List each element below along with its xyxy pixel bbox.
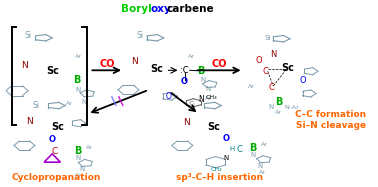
Text: Si: Si (188, 101, 195, 110)
Text: :C: :C (180, 66, 189, 75)
Text: C: C (268, 82, 274, 91)
Text: Si: Si (32, 101, 39, 110)
Text: Ar: Ar (86, 145, 93, 150)
Text: N: N (250, 152, 256, 158)
Text: C: C (51, 148, 57, 157)
Text: B: B (197, 66, 204, 76)
Text: N: N (26, 117, 33, 126)
Text: CO: CO (99, 59, 115, 69)
Text: CH₃: CH₃ (206, 95, 217, 100)
Text: Si: Si (25, 31, 32, 40)
Text: Si: Si (265, 35, 271, 41)
Text: O: O (181, 77, 187, 86)
Text: carbene: carbene (166, 4, 214, 14)
Text: B: B (74, 146, 82, 156)
Text: Sc: Sc (46, 66, 59, 76)
Text: N: N (198, 95, 204, 104)
Text: Sc: Sc (51, 122, 64, 132)
Text: /: / (108, 95, 120, 107)
Text: Ar: Ar (259, 170, 266, 175)
Text: O: O (300, 76, 306, 85)
Text: N: N (76, 87, 81, 93)
Text: B: B (73, 75, 80, 85)
Text: N: N (76, 154, 81, 160)
Text: Ar: Ar (65, 101, 73, 106)
Text: C: C (237, 145, 243, 154)
Text: Ar: Ar (75, 173, 82, 178)
Text: Boryl: Boryl (121, 4, 155, 14)
Text: B: B (275, 97, 282, 107)
Text: N: N (79, 166, 85, 172)
Text: CH₂: CH₂ (211, 167, 222, 172)
Text: N: N (200, 77, 205, 83)
Text: C: C (263, 67, 269, 76)
Text: Si–N cleavage: Si–N cleavage (296, 122, 366, 131)
Text: N: N (270, 50, 276, 59)
Text: N: N (269, 104, 274, 110)
Text: CO: CO (211, 59, 227, 69)
Text: N–Ar: N–Ar (285, 105, 299, 110)
Text: sp³-C–H insertion: sp³-C–H insertion (176, 174, 263, 183)
Text: N: N (183, 118, 190, 127)
Text: Ar: Ar (75, 54, 82, 59)
Text: C–C formation: C–C formation (295, 110, 366, 119)
Text: O: O (166, 92, 172, 101)
Text: B: B (249, 143, 257, 153)
Text: oxy: oxy (151, 4, 172, 14)
Text: N: N (206, 86, 211, 92)
Text: N: N (132, 57, 138, 66)
Text: Sc: Sc (208, 122, 220, 132)
Text: Ar: Ar (276, 111, 282, 116)
Text: Ar: Ar (248, 84, 254, 89)
Text: N: N (81, 99, 87, 105)
Text: O: O (49, 135, 56, 144)
Text: Sc: Sc (282, 62, 294, 73)
Text: N: N (258, 163, 263, 169)
Text: Ar: Ar (188, 54, 195, 59)
Text: /: / (115, 95, 127, 107)
Text: Ar: Ar (260, 142, 268, 147)
Text: Si: Si (136, 31, 143, 40)
Text: Ar: Ar (205, 96, 212, 101)
Text: H: H (230, 146, 235, 152)
Text: O: O (255, 56, 262, 65)
Text: N: N (223, 155, 229, 161)
Text: N: N (21, 61, 28, 70)
Text: Cyclopropanation: Cyclopropanation (11, 174, 101, 183)
Text: Sc: Sc (150, 64, 163, 74)
Text: O: O (223, 134, 229, 143)
